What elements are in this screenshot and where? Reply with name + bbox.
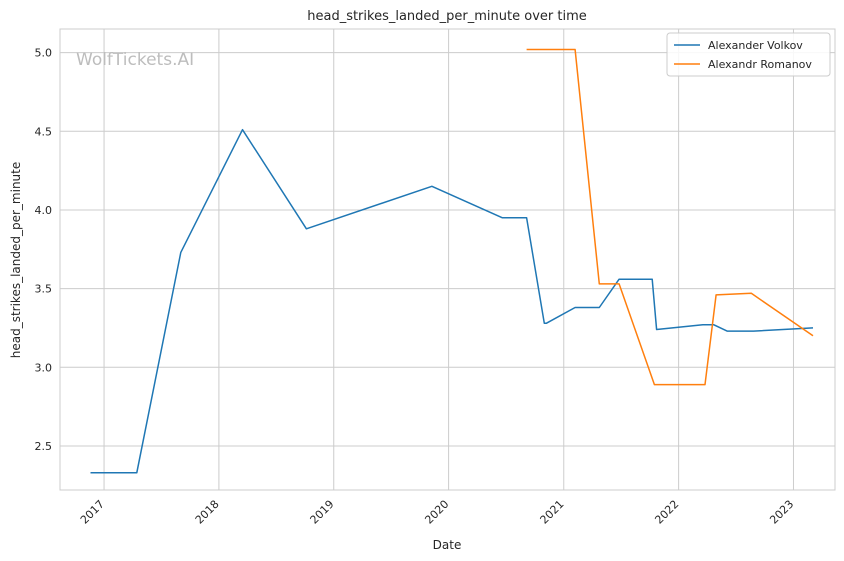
series-lines	[90, 48, 814, 474]
x-axis-label: Date	[433, 538, 462, 552]
grid-lines	[60, 29, 835, 490]
y-tick-label: 3.0	[35, 361, 53, 374]
plot-frame	[59, 28, 836, 491]
y-tick-label: 4.5	[35, 125, 53, 138]
y-axis-ticks: 2.5 3.0 3.5 4.0 4.5 5.0	[35, 47, 53, 453]
y-tick-label: 3.5	[35, 283, 53, 296]
legend-box	[666, 32, 831, 77]
legend: Alexander Volkov Alexandr Romanov	[666, 32, 831, 77]
y-tick-label: 5.0	[35, 47, 53, 60]
legend-label-1: Alexandr Romanov	[708, 58, 812, 71]
chart-title: head_strikes_landed_per_minute over time	[307, 9, 587, 24]
series-line-1	[526, 48, 814, 386]
legend-label-0: Alexander Volkov	[708, 39, 803, 52]
y-tick-label: 2.5	[35, 440, 53, 453]
y-axis-label: head_strikes_landed_per_minute	[9, 162, 23, 359]
watermark: WolfTickets.AI	[76, 50, 194, 70]
y-tick-label: 4.0	[35, 204, 53, 217]
